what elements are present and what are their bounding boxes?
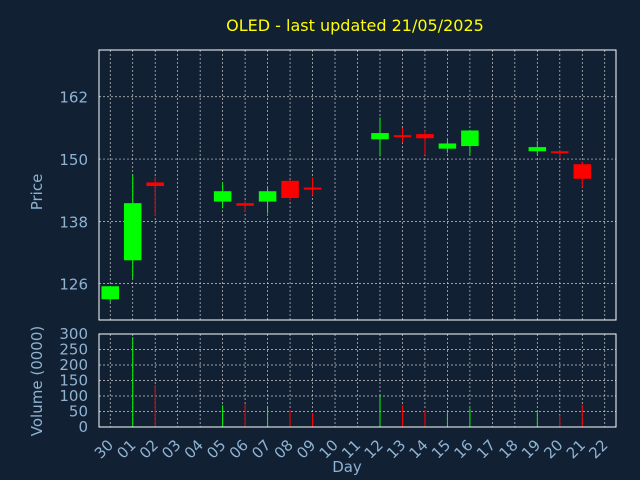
candle-body [213,191,232,202]
candle-body [438,143,457,149]
candle-body [281,180,299,198]
price-tick-label: 126 [59,276,88,294]
volume-axis-label: Volume (0000) [28,326,46,436]
volume-panel-frame [98,333,617,428]
x-tick-labels: 3001020304050607080910111213141516171819… [91,436,612,462]
volume-tick-label: 250 [59,341,88,359]
volume-tick-label: 100 [59,387,88,405]
candle-body [303,187,322,190]
chart-title: OLED - last updated 21/05/2025 [226,16,484,35]
volume-tick-label: 150 [59,372,88,390]
candle-body [528,147,547,152]
price-tick-label: 162 [59,89,88,107]
price-axis-label: Price [28,174,46,211]
volume-tick-label: 0 [78,418,88,436]
candle-body [461,130,479,147]
candle-body [573,164,592,179]
candle-body [258,191,277,202]
price-tick-label: 138 [59,213,88,231]
candle-body [416,134,434,139]
candle-body [123,203,142,261]
candle-body [393,135,412,138]
price-tick-label: 150 [59,151,88,169]
volume-tick-label: 200 [59,356,88,374]
volume-tick-label: 300 [59,325,88,343]
volume-tick-label: 50 [69,403,88,421]
x-axis-label: Day [332,458,362,476]
price-panel-frame [98,49,617,321]
candle-body [236,203,254,206]
price-panel: 126 138 150 162 [59,49,617,321]
candle-body [146,182,164,187]
candle-body [551,151,569,154]
candle-body [101,286,120,300]
candle-body [371,133,389,140]
